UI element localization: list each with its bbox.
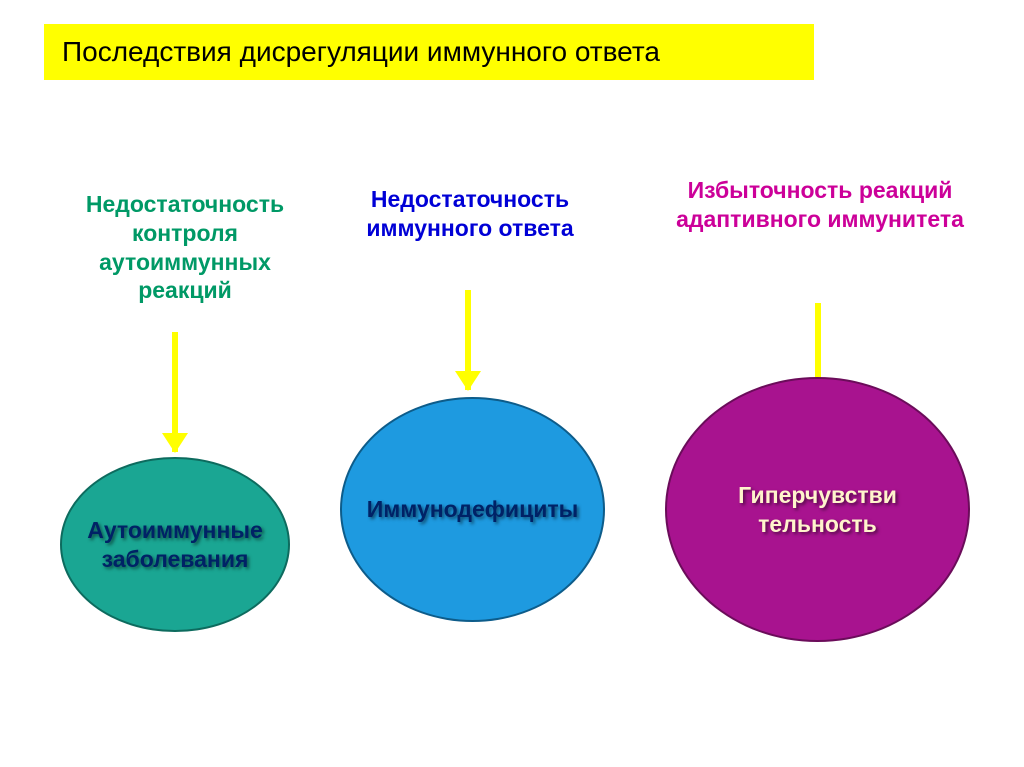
ellipse-hypersensitivity: Гиперчувстви тельность xyxy=(665,377,970,642)
ellipse-autoimmune: Аутоиммунные заболевания xyxy=(60,457,290,632)
ellipse-immunodeficiency: Иммунодефициты xyxy=(340,397,605,622)
arrow-autoimmune xyxy=(172,332,178,452)
ellipse-hypersensitivity-label: Гиперчувстви тельность xyxy=(677,481,958,539)
ellipse-autoimmune-label: Аутоиммунные заболевания xyxy=(72,516,278,574)
label-immune-deficiency: Недостаточность иммунного ответа xyxy=(355,185,585,243)
label-autoimmune-control: Недостаточность контроля аутоиммунных ре… xyxy=(70,190,300,305)
ellipse-immunodeficiency-label: Иммунодефициты xyxy=(367,495,579,524)
label-hypersensitivity: Избыточность реакций адаптивного иммунит… xyxy=(660,176,980,234)
slide-title: Последствия дисрегуляции иммунного ответ… xyxy=(44,24,814,80)
arrow-immunodeficiency xyxy=(465,290,471,390)
